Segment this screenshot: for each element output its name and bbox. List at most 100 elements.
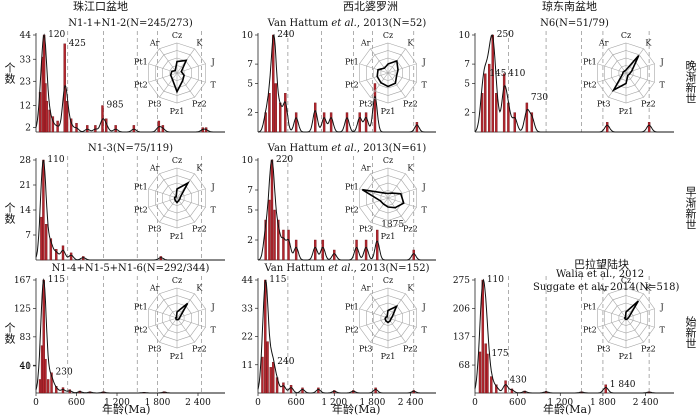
histogram-bar (272, 361, 275, 394)
y-tick-label: 275 (453, 276, 470, 286)
x-tick-label: 600 (288, 398, 305, 408)
radar-data-polygon (611, 54, 640, 92)
radar-spoke (608, 293, 627, 319)
radar-spoke (387, 63, 417, 74)
region-label-qiongdongnan: 琼东南盆地 (542, 0, 597, 13)
radar-axis-label: K (196, 283, 203, 292)
histogram-bar (355, 239, 358, 261)
histogram-bar (329, 112, 333, 133)
radar-spoke (176, 188, 206, 199)
panel-title: Van Hattum et al., 2013(N=52) (267, 18, 427, 29)
histogram-bar (132, 125, 136, 133)
radar-axis-label: Pt2 (345, 81, 359, 90)
radar-spoke (387, 317, 417, 328)
peak-label: 145 (489, 69, 506, 79)
radar-axis-label: Pz2 (641, 100, 656, 109)
histogram-bar (415, 122, 419, 133)
histogram-bar (513, 112, 516, 133)
x-tick-label: 2 400 (633, 398, 659, 408)
x-tick-label: 1 200 (547, 398, 573, 408)
radar-axis-label: J (211, 302, 215, 311)
x-tick-label: 2 400 (398, 398, 424, 408)
panel-3-2: 11 22 33 44 0 600 1 200 1 800 2 400 115 240 Van Hat… (242, 263, 436, 408)
y-tick-label: 22 (242, 333, 253, 343)
histogram-bar (314, 102, 317, 133)
histogram-bar (484, 73, 487, 133)
row-label-eocene-box: 始新世 (682, 272, 698, 392)
x-tick-label: 1 200 (321, 398, 347, 408)
radar-spoke (370, 317, 389, 343)
histogram-bar (282, 229, 285, 261)
radar-data-polygon (361, 188, 405, 209)
row-label-eocene: 始新世 (684, 315, 697, 349)
radar-axis-label: T (659, 81, 665, 90)
peak-label: 430 (510, 376, 527, 386)
radar-axis-label: Pz1 (619, 107, 634, 116)
y-tick-label: 41 (20, 361, 31, 371)
x-tick-label: 1 800 (360, 398, 386, 408)
radar-axis-label: K (196, 163, 203, 172)
radar-axis-label: Pt1 (345, 182, 359, 191)
radar-data-polygon (173, 180, 190, 204)
histogram-bar (40, 216, 43, 261)
histogram-bar (284, 92, 287, 133)
histogram-bar (268, 199, 271, 261)
panel-2-2: 2 5 7 10 220 1875 Van Hattum et al., 2013(N=61… (242, 143, 436, 261)
histogram-bar (480, 92, 484, 133)
histogram-bar (481, 279, 485, 394)
radar-axis-label: K (407, 283, 414, 292)
radar-axis-label: K (645, 38, 652, 47)
x-axis-label-col-3: 年龄(Ma) (543, 403, 592, 416)
histogram-bar (261, 356, 264, 394)
radar-axis-label: Pz1 (170, 232, 185, 241)
radar-axis-label: Ar (149, 283, 160, 292)
x-tick-label: 0 (33, 398, 39, 408)
peak-label: 115 (269, 275, 286, 285)
x-tick-label: 600 (509, 398, 526, 408)
radar-axis-label: Cz (621, 31, 631, 40)
radar-axis-label: T (421, 206, 427, 215)
histogram-bar (264, 279, 267, 394)
histogram-bar (322, 112, 326, 133)
y-tick-label: 83 (20, 333, 32, 343)
peak-label: 175 (491, 349, 508, 359)
histogram-bar (317, 387, 320, 394)
kde-curve (474, 34, 674, 133)
radar-spoke (625, 72, 644, 98)
bottom-right-reference-suggate: Suggate et al., 2014(N=518) (533, 282, 680, 293)
radar-axis-label: J (422, 302, 426, 311)
peak-label: 240 (277, 357, 294, 367)
histogram-bar (647, 122, 651, 133)
histogram-bar (333, 249, 336, 261)
row-label-late-oligocene-box: 晚渐新世 (682, 22, 698, 142)
y-tick-label: 12 (20, 102, 31, 112)
histogram-bar (289, 385, 293, 394)
radar-axis-label: T (210, 206, 216, 215)
radar-spoke (387, 72, 417, 83)
histogram-bar (270, 159, 274, 261)
radar-axis-label: Pt2 (134, 81, 148, 90)
histogram-bar (264, 219, 267, 261)
row-label-late-oligocene: 晚渐新世 (684, 60, 697, 104)
y-tick-label: 2 (247, 109, 253, 119)
y-tick-label: 14 (20, 206, 32, 216)
radar-spoke (370, 72, 389, 98)
y-axis-label-row-3: 个数 (3, 322, 16, 344)
bottom-right-reference-walia: Walia et al., 2012 (556, 269, 645, 280)
radar-spoke (148, 317, 178, 328)
radar-spoke (176, 72, 206, 83)
y-tick-label: 10 (242, 156, 254, 166)
radar-axis-label: Pt1 (583, 302, 597, 311)
radar-axis-label: Pt3 (597, 345, 611, 354)
radar-axis-label: Pz2 (192, 100, 207, 109)
histogram-bar (277, 219, 280, 261)
peak-label: 425 (69, 39, 86, 49)
y-tick-label: 40 (20, 362, 32, 372)
radar-axis-label: Pt1 (583, 57, 597, 66)
histogram-bar (374, 387, 377, 394)
radar-spoke (176, 317, 206, 328)
radar-axis-label: Pt2 (345, 206, 359, 215)
radar-axis-label: Pt3 (359, 345, 373, 354)
